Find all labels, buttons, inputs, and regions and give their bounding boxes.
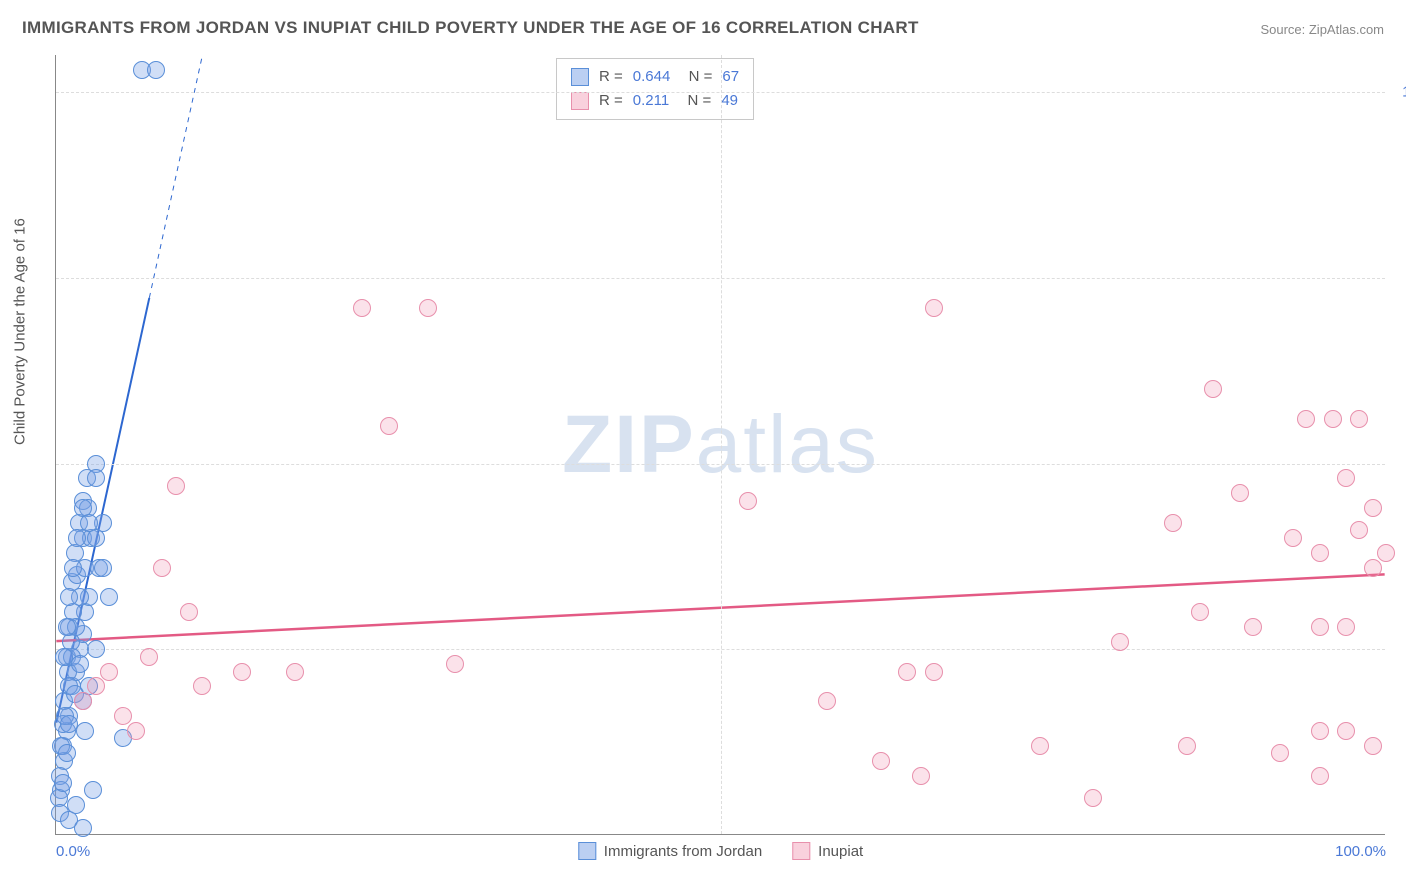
data-point xyxy=(87,640,105,658)
y-axis-label: Child Poverty Under the Age of 16 xyxy=(12,218,29,445)
data-point xyxy=(87,529,105,547)
data-point xyxy=(353,299,371,317)
data-point xyxy=(1337,469,1355,487)
data-point xyxy=(419,299,437,317)
data-point xyxy=(58,744,76,762)
data-point xyxy=(1271,744,1289,762)
data-point xyxy=(74,819,92,837)
data-point xyxy=(872,752,890,770)
data-point xyxy=(64,559,82,577)
correlation-chart: IMMIGRANTS FROM JORDAN VS INUPIAT CHILD … xyxy=(0,0,1406,892)
swatch-icon xyxy=(792,842,810,860)
data-point xyxy=(233,663,251,681)
chart-title: IMMIGRANTS FROM JORDAN VS INUPIAT CHILD … xyxy=(22,18,919,38)
legend-item: Inupiat xyxy=(792,842,863,860)
data-point xyxy=(1311,618,1329,636)
legend-label: Inupiat xyxy=(818,843,863,860)
data-point xyxy=(153,559,171,577)
data-point xyxy=(912,767,930,785)
data-point xyxy=(1364,499,1382,517)
data-point xyxy=(1364,559,1382,577)
data-point xyxy=(127,722,145,740)
data-point xyxy=(1324,410,1342,428)
data-point xyxy=(1350,410,1368,428)
data-point xyxy=(1084,789,1102,807)
data-point xyxy=(71,655,89,673)
xtick-label: 0.0% xyxy=(56,843,90,860)
data-point xyxy=(1377,544,1395,562)
legend-label: Immigrants from Jordan xyxy=(604,843,762,860)
data-point xyxy=(76,722,94,740)
data-point xyxy=(147,61,165,79)
data-point xyxy=(100,588,118,606)
data-point xyxy=(114,707,132,725)
data-point xyxy=(94,559,112,577)
data-point xyxy=(1231,484,1249,502)
data-point xyxy=(87,677,105,695)
data-point xyxy=(140,648,158,666)
data-point xyxy=(1178,737,1196,755)
data-point xyxy=(1111,633,1129,651)
data-point xyxy=(446,655,464,673)
data-point xyxy=(193,677,211,695)
ytick-label: 100.0% xyxy=(1402,84,1406,101)
data-point xyxy=(898,663,916,681)
data-point xyxy=(167,477,185,495)
data-point xyxy=(380,417,398,435)
legend-item: Immigrants from Jordan xyxy=(578,842,762,860)
data-point xyxy=(87,469,105,487)
data-point xyxy=(55,648,73,666)
data-point xyxy=(1311,722,1329,740)
source-label: Source: ZipAtlas.com xyxy=(1260,22,1384,37)
data-point xyxy=(1311,544,1329,562)
data-point xyxy=(1164,514,1182,532)
gridline-v xyxy=(721,55,722,834)
data-point xyxy=(54,774,72,792)
data-point xyxy=(74,692,92,710)
data-point xyxy=(1204,380,1222,398)
data-point xyxy=(100,663,118,681)
data-point xyxy=(286,663,304,681)
data-point xyxy=(1244,618,1262,636)
data-point xyxy=(1311,767,1329,785)
swatch-icon xyxy=(578,842,596,860)
legend-bottom: Immigrants from Jordan Inupiat xyxy=(578,842,863,860)
xtick-label: 100.0% xyxy=(1335,843,1386,860)
data-point xyxy=(180,603,198,621)
data-point xyxy=(84,781,102,799)
data-point xyxy=(60,588,78,606)
data-point xyxy=(1364,737,1382,755)
data-point xyxy=(1297,410,1315,428)
data-point xyxy=(1350,521,1368,539)
data-point xyxy=(67,796,85,814)
plot-area: ZIPatlas R = 0.644 N = 67 R = 0.211 N = … xyxy=(55,55,1385,835)
data-point xyxy=(1031,737,1049,755)
data-point xyxy=(925,663,943,681)
data-point xyxy=(818,692,836,710)
data-point xyxy=(1284,529,1302,547)
data-point xyxy=(68,529,86,547)
data-point xyxy=(58,618,76,636)
data-point xyxy=(1191,603,1209,621)
data-point xyxy=(739,492,757,510)
data-point xyxy=(925,299,943,317)
data-point xyxy=(1337,618,1355,636)
data-point xyxy=(1337,722,1355,740)
